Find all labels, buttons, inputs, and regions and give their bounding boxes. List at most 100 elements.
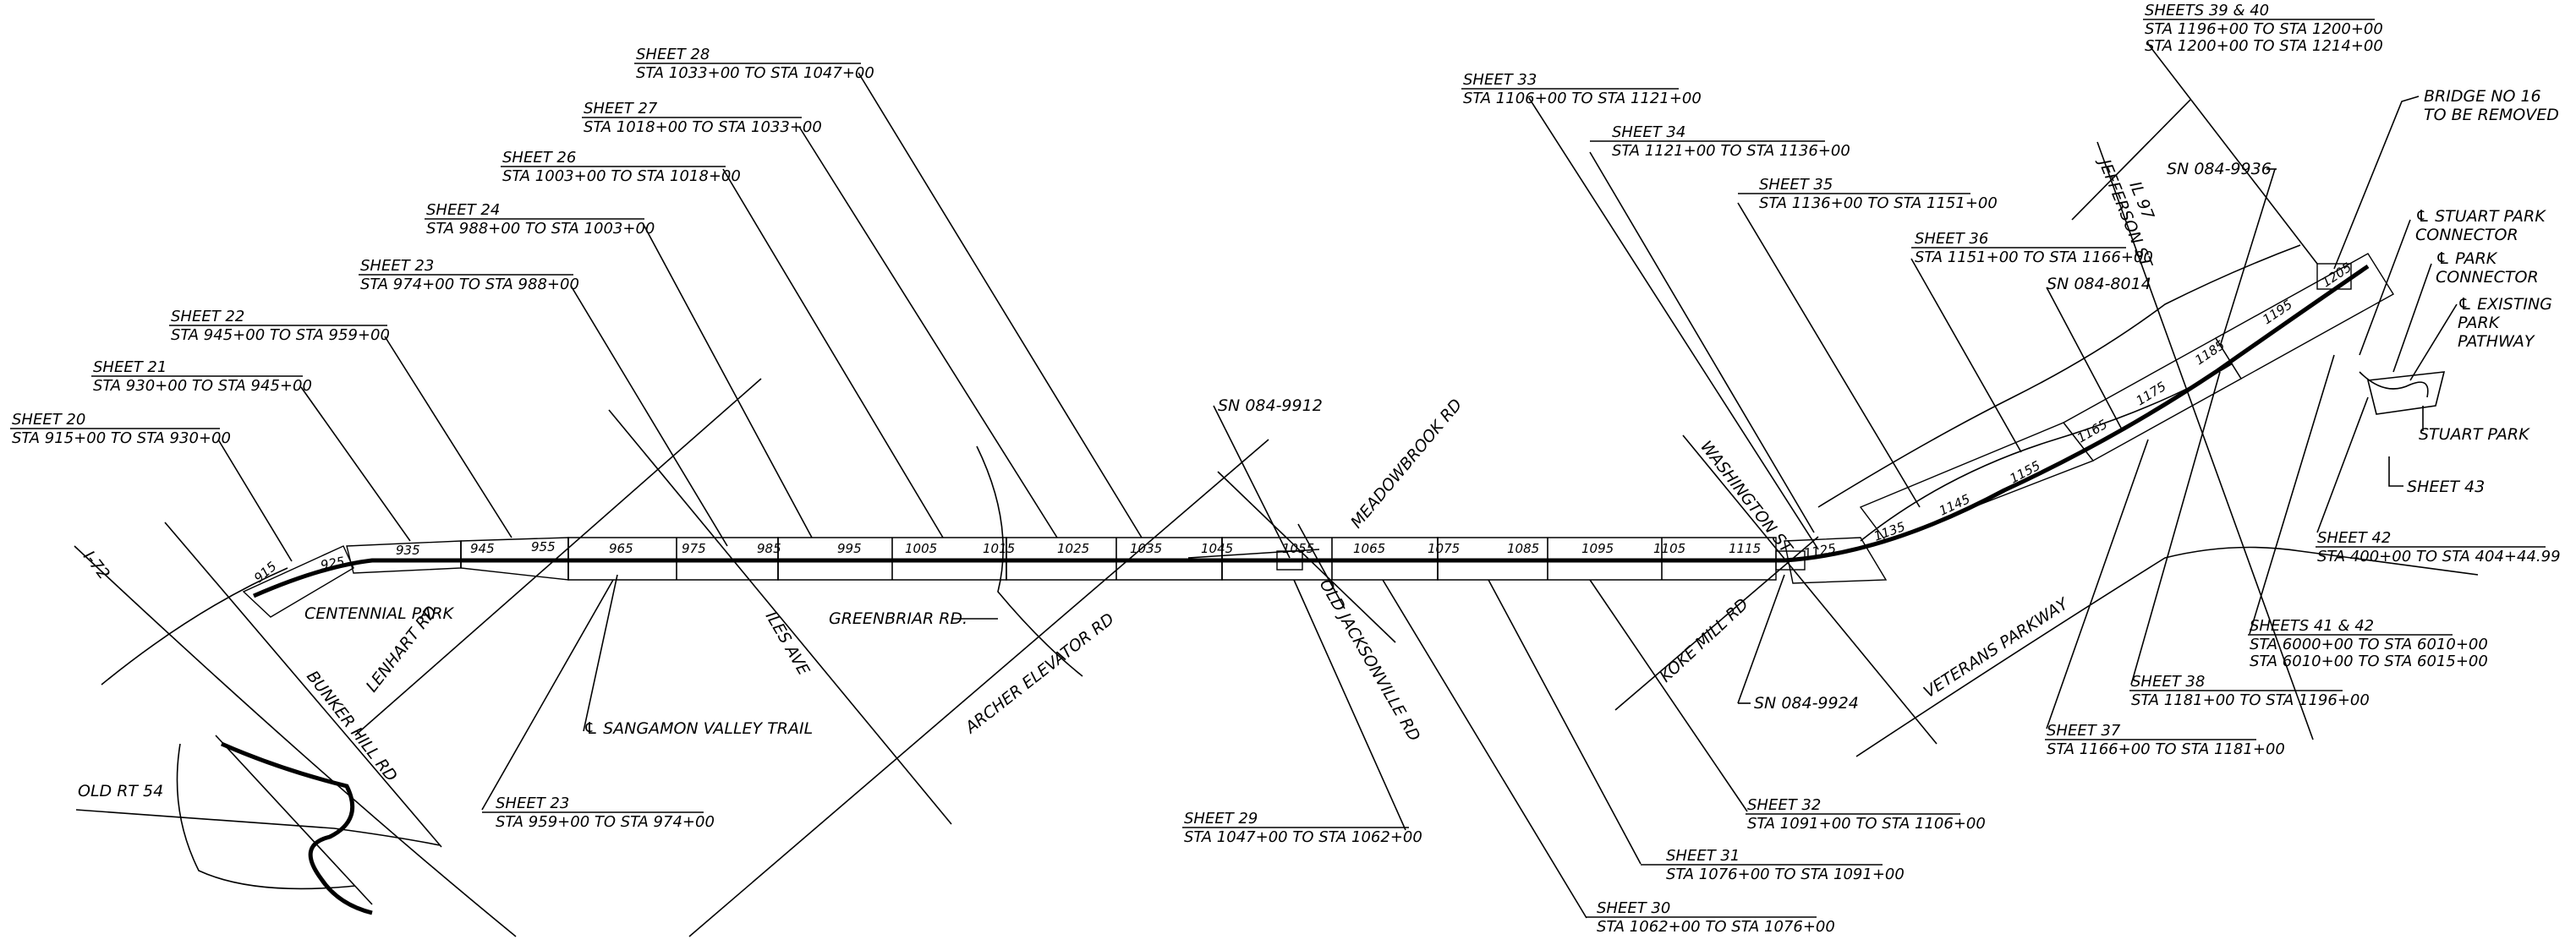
sheet-34-range: STA 1121+00 TO STA 1136+00 [1612, 142, 1850, 160]
callouts-layer: BRIDGE NO 16 TO BE REMOVED ℄ STUART PARK… [584, 87, 2559, 738]
sheet-23b-title: SHEET 23 [496, 795, 569, 812]
sheet-30-title: SHEET 30 [1597, 899, 1670, 917]
leader-existing-pathway [2409, 303, 2458, 381]
sheet-32-title: SHEET 32 [1747, 796, 1821, 814]
leader-stuart-connector [2359, 219, 2411, 356]
sheet-32-label: SHEET 32 STA 1091+00 TO STA 1106+00 [1746, 796, 1986, 833]
leader-sn-9924 [1737, 574, 1785, 704]
sheet-26-label: SHEET 26 STA 1003+00 TO STA 1018+00 [501, 149, 741, 185]
bunker-hill-road-line [164, 522, 442, 848]
leader-sheet-34 [1589, 151, 1815, 533]
veterans-parkway-road-line [1855, 546, 2479, 757]
existing-pathway-line3: PATHWAY [2458, 332, 2535, 351]
centennial-park-label: CENTENNIAL PARK [304, 604, 454, 623]
sheet-21-title: SHEET 21 [93, 358, 167, 376]
sheet-34-label: SHEET 34 STA 1121+00 TO STA 1136+00 [1590, 123, 1850, 160]
stuart-park-pathway [2359, 371, 2429, 398]
sheet-23b-label: SHEET 23 STA 959+00 TO STA 974+00 [482, 795, 715, 831]
sheet-35-label: SHEET 35 STA 1136+00 TO STA 1151+00 [1738, 176, 1998, 212]
sheet-31-range: STA 1076+00 TO STA 1091+00 [1666, 866, 1905, 883]
sheet-28-title: SHEET 28 [636, 46, 710, 63]
leader-sheet-37 [2046, 439, 2149, 729]
sheets-41-42-title: SHEETS 41 & 42 [2250, 617, 2374, 635]
iles-ave-label: ILES AVE [762, 609, 814, 679]
sheet-26-range: STA 1003+00 TO STA 1018+00 [502, 167, 741, 185]
station-label-1085: 1085 [1507, 541, 1539, 556]
sheet-36-title: SHEET 36 [1915, 230, 1988, 248]
station-labels-layer: 915 925 935 945 955 965 975 985 995 1005 1015 1025 1… [251, 259, 2354, 586]
sheet-30-label: SHEET 30 STA 1062+00 TO STA 1076+00 [1587, 899, 1835, 936]
station-label-1065: 1065 [1353, 541, 1385, 556]
sheet-labels-layer: SHEET 20 STA 915+00 TO STA 930+00 SHEET … [10, 2, 2561, 936]
sheet-23b-range: STA 959+00 TO STA 974+00 [496, 813, 715, 831]
sheet-33-range: STA 1106+00 TO STA 1121+00 [1463, 90, 1702, 107]
sheets-39-40-title: SHEETS 39 & 40 [2145, 2, 2269, 19]
leader-sheet-28 [858, 72, 1143, 538]
sangamon-valley-trail-label: ℄ SANGAMON VALLEY TRAIL [584, 719, 813, 738]
old-jacksonville-label: OLD JACKSONVILLE RD [1316, 576, 1424, 745]
sheets-39-40-label: SHEETS 39 & 40 STA 1196+00 TO STA 1200+0… [2143, 2, 2383, 55]
station-label-1015: 1015 [983, 541, 1015, 556]
centennial-park-boundary [101, 567, 288, 686]
leader-sheet-21 [300, 386, 411, 542]
meadowbrook-road-line [1217, 471, 1396, 643]
leader-sheet-33 [1528, 97, 1819, 550]
sheet-20-range: STA 915+00 TO STA 930+00 [12, 429, 231, 447]
sn-084-8014-label: SN 084-8014 [2047, 275, 2151, 293]
sheet-27-title: SHEET 27 [584, 100, 658, 117]
leader-sheet-23b [481, 579, 614, 811]
station-label-1025: 1025 [1057, 541, 1089, 556]
sheet-27-label: SHEET 27 STA 1018+00 TO STA 1033+00 [582, 100, 822, 136]
existing-pathway-line2: PARK [2458, 314, 2501, 332]
station-label-965: 965 [609, 541, 633, 556]
sheets-39-40-range: STA 1196+00 TO STA 1200+00 [2145, 20, 2383, 38]
station-label-955: 955 [531, 539, 556, 554]
sheet-28-range: STA 1033+00 TO STA 1047+00 [636, 64, 874, 82]
i72-road-line [74, 545, 517, 937]
old-rt54-label: OLD RT 54 [78, 782, 163, 800]
sheet-23a-label: SHEET 23 STA 974+00 TO STA 988+00 [359, 257, 579, 293]
leader-sn-8014 [2046, 287, 2124, 432]
sheets-41-42-range: STA 6000+00 TO STA 6010+00 [2250, 636, 2488, 653]
greenbriar-label: GREENBRIAR RD. [829, 609, 967, 628]
bridge-16-line1: BRIDGE NO 16 [2424, 87, 2541, 106]
veterans-parkway-label: VETERANS PARKWAY [1921, 594, 2073, 702]
station-label-915: 915 [251, 559, 280, 586]
bridge-16-line2: TO BE REMOVED [2424, 106, 2559, 124]
meadowbrook-label: MEADOWBROOK RD [1347, 396, 1466, 532]
station-label-1115: 1115 [1729, 541, 1761, 556]
sheet-38-label: SHEET 38 STA 1181+00 TO STA 1196+00 [2129, 673, 2370, 709]
stuart-park-label: STUART PARK [2419, 425, 2530, 444]
sheet-22-title: SHEET 22 [171, 308, 244, 325]
leader-sheet-29 [1293, 579, 1406, 831]
sheet-43-label: SHEET 43 [2407, 478, 2485, 496]
il97-road-line [2096, 141, 2314, 740]
leader-sheet-36 [1910, 258, 2022, 453]
station-label-945: 945 [470, 541, 495, 556]
sheet-24-title: SHEET 24 [426, 201, 500, 219]
sheet-37-label: SHEET 37 STA 1166+00 TO STA 1181+00 [2045, 722, 2285, 758]
sheet-24-label: SHEET 24 STA 988+00 TO STA 1003+00 [425, 201, 655, 238]
stuart-connector-line1: ℄ STUART PARK [2415, 207, 2546, 226]
bridge-markers [1276, 263, 2352, 571]
leader-sheet-43 [2388, 456, 2403, 487]
park-connector-line1: ℄ PARK [2436, 249, 2498, 268]
station-label-1095: 1095 [1581, 541, 1614, 556]
leader-sheet-27 [798, 126, 1058, 538]
sheet-38-title: SHEET 38 [2131, 673, 2205, 691]
sheet-33-label: SHEET 33 STA 1106+00 TO STA 1121+00 [1461, 71, 1702, 107]
sheet-27-range: STA 1018+00 TO STA 1033+00 [584, 118, 822, 136]
station-label-1105: 1105 [1653, 541, 1685, 556]
leader-sheet-38 [2130, 371, 2221, 686]
station-label-1075: 1075 [1428, 541, 1460, 556]
bridge-marker-1205 [2316, 263, 2352, 290]
stuart-connector-line2: CONNECTOR [2415, 226, 2518, 244]
sheets-41-42-label: SHEETS 41 & 42 STA 6000+00 TO STA 6010+0… [2248, 617, 2488, 670]
sheet-42-range: STA 400+00 TO STA 404+44.99 [2317, 548, 2561, 565]
sheets-39-40-range2: STA 1200+00 TO STA 1214+00 [2145, 37, 2383, 55]
roads-layer [74, 99, 2479, 937]
washington-road-line [1682, 434, 1937, 745]
interchange-ramp-line [176, 743, 356, 890]
sheet-21-label: SHEET 21 STA 930+00 TO STA 945+00 [91, 358, 312, 395]
